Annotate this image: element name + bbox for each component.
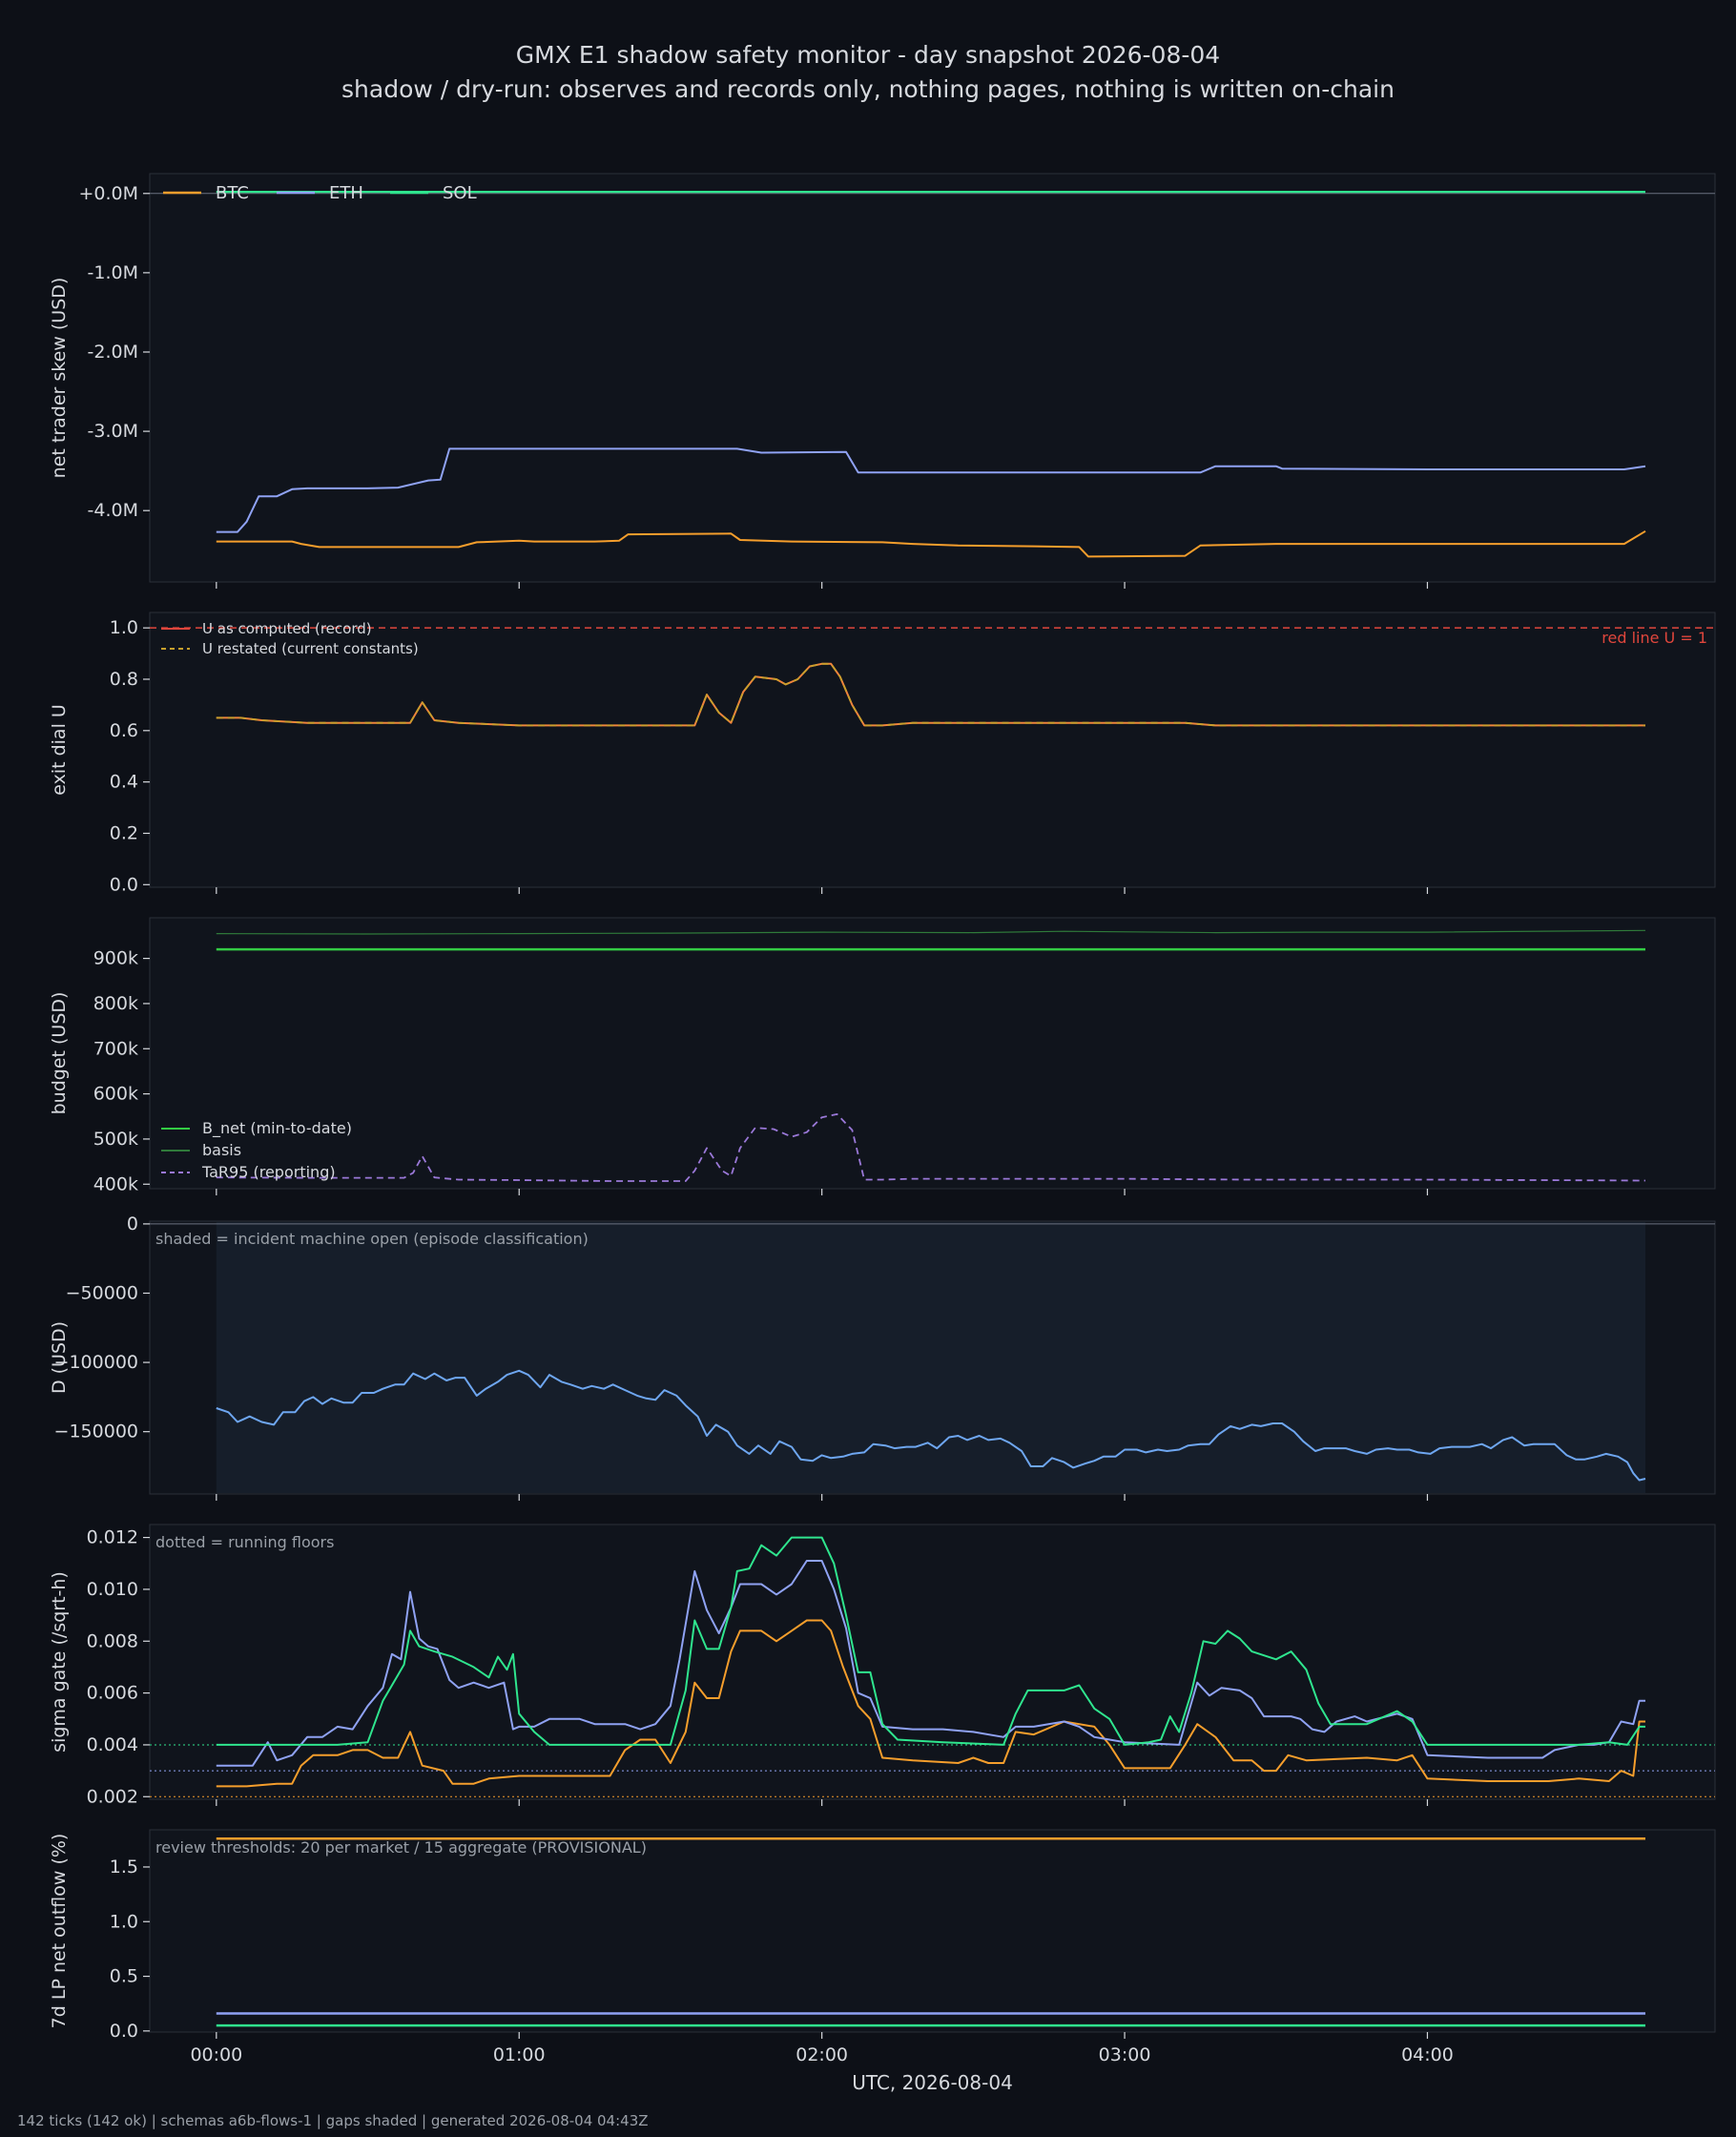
y-tick-label: −50000 [66,1282,138,1303]
panel-sigma: 0.002 0.004 0.006 0.008 0.010 0.012 sigma gate… [49,1524,1716,1807]
legend-entry: basis [202,1141,241,1159]
panel-d: 0 −50000 −100000 −150000 D (USD) shaded = inc… [49,1214,1716,1501]
y-axis-label: 7d LP net outflow (%) [49,1834,70,2029]
series-group [216,662,1645,727]
y-tick-label: 0.0 [110,2021,138,2042]
y-axis-label: net trader skew (USD) [49,278,70,479]
x-tick-label: 03:00 [1099,2044,1151,2065]
chart-header: GMX E1 shadow safety monitor - day snaps… [0,38,1736,107]
legend-entry: B_net (min-to-date) [202,1119,352,1138]
x-axis-label: UTC, 2026-08-04 [852,2071,1013,2094]
y-tick-label: 1.0 [110,1911,138,1932]
y-tick-label: 800k [93,993,138,1014]
y-tick-label: 700k [93,1038,138,1059]
series-line-eth [216,447,1646,533]
series-line-u-restated-current-constants- [216,662,1645,727]
panel-frame [149,173,1716,583]
series-group [216,191,1646,558]
panel-exit: 0.0 0.2 0.4 0.6 0.8 1.0 exit dial U red line U … [49,612,1716,895]
y-tick-label: 400k [93,1173,138,1194]
y-tick-label: -2.0M [88,342,138,363]
legend-entry: U as computed (record) [202,620,372,637]
y-tick-label: +0.0M [78,183,138,204]
panel-frame [149,612,1716,888]
series-line-btc [216,529,1646,558]
y-tick-label: −150000 [54,1421,138,1442]
panel-annotation: shaded = incident machine open (episode … [155,1230,589,1248]
series-group [216,929,1646,1182]
legend-entry: BTC [216,183,249,203]
y-tick-label: 0 [127,1214,138,1234]
series-line-d [216,1369,1646,1482]
chart-title: GMX E1 shadow safety monitor - day snaps… [515,41,1221,69]
y-tick-label: 0.5 [110,1966,138,1987]
y-tick-label: 0.010 [87,1579,138,1600]
panel-skew: +0.0M -1.0M -2.0M -3.0M -4.0M net trader skew… [49,173,1716,589]
y-axis-label: sigma gate (/sqrt-h) [49,1571,70,1753]
y-axis-label: exit dial U [49,704,70,796]
y-tick-label: 500k [93,1129,138,1150]
panel-outflow: 0.0 0.5 1.0 1.5 7d LP net outflow (%) review … [49,1829,1716,2094]
y-tick-label: −100000 [54,1352,138,1373]
y-tick-label: 0.006 [87,1683,138,1704]
y-tick-label: -3.0M [88,421,138,442]
panel-annotation: red line U = 1 [1602,629,1707,647]
footer-status: 142 ticks (142 ok) | schemas a6b-flows-1… [17,2112,649,2129]
y-tick-label: 1.5 [110,1857,138,1878]
legend-entry: SOL [443,183,477,203]
y-tick-label: 0.0 [110,874,138,895]
series-line-basis [216,929,1646,935]
y-tick-label: 0.012 [87,1527,138,1548]
panel-frame [149,1524,1716,1800]
chart-subtitle: shadow / dry-run: observes and records o… [341,75,1395,103]
legend-entry: ETH [329,183,363,203]
incident-shade [216,1222,1645,1493]
y-tick-label: 0.8 [110,669,138,690]
y-tick-label: 1.0 [110,617,138,638]
series-group [216,1536,1645,1788]
panel-budget: 400k 500k 600k 700k 800k 900k budget (USD) B_ne… [49,917,1716,1195]
y-tick-label: 0.004 [87,1734,138,1755]
y-tick-label: 0.002 [87,1786,138,1807]
legend-entry: TaR95 (reporting) [201,1163,336,1181]
y-tick-label: 0.2 [110,822,138,843]
series-line-eth [216,1560,1645,1767]
y-tick-label: 900k [93,948,138,969]
y-axis-label: D (USD) [49,1321,70,1394]
series-line-btc [216,1619,1645,1788]
x-tick-label: 02:00 [796,2044,848,2065]
y-tick-label: 600k [93,1084,138,1105]
series-line-sol [216,1536,1645,1746]
x-tick-label: 01:00 [493,2044,546,2065]
y-tick-label: -4.0M [88,500,138,521]
series-group [216,1836,1645,2027]
panel-annotation: review thresholds: 20 per market / 15 ag… [155,1838,647,1857]
panel-annotation: dotted = running floors [155,1533,334,1551]
y-tick-label: 0.4 [110,772,138,793]
panel-frame [149,1829,1716,2033]
y-tick-label: 0.008 [87,1630,138,1651]
x-tick-label: 04:00 [1401,2044,1454,2065]
x-tick-label: 00:00 [190,2044,242,2065]
series-group [216,1369,1646,1482]
panel-frame [149,917,1716,1190]
y-tick-label: 0.6 [110,720,138,741]
y-axis-label: budget (USD) [49,992,70,1115]
y-tick-label: -1.0M [88,262,138,283]
legend-entry: U restated (current constants) [202,640,419,657]
series-line-tar95-reporting- [216,1113,1646,1182]
